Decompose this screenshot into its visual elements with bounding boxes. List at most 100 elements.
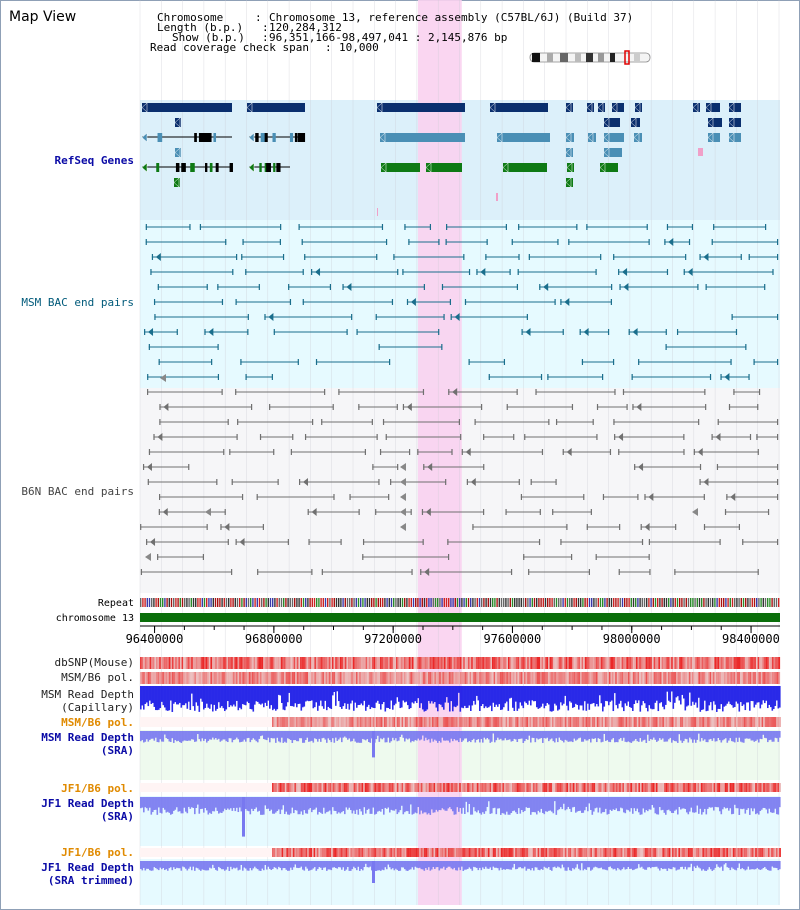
msm-sra-pol-cell	[505, 717, 508, 727]
jf1-sra-depth-bar	[426, 797, 429, 815]
msm-pol-cell	[272, 672, 275, 684]
jf1-sra-depth-bar	[725, 797, 727, 809]
msm-cap-depth-bar	[722, 686, 724, 712]
jf1-trim-depth-bar	[696, 861, 699, 866]
msm-pol-cell	[413, 672, 416, 684]
b6n-bac-pair-end	[411, 569, 413, 575]
b6n-bac-pair-arrow	[618, 433, 624, 441]
jf1-sra-depth-bar	[233, 797, 235, 808]
jf1-pol-cell	[323, 783, 325, 792]
b6n-bac-pair-end	[256, 494, 258, 500]
msm-sra-depth-bar	[519, 731, 522, 739]
msm-sra-pol-cell	[681, 717, 684, 727]
gene-exon	[255, 133, 259, 142]
msm-cap-depth-bar	[398, 686, 400, 702]
msm-sra-depth-bar	[185, 731, 187, 741]
jf1-b6-pol-trimmed-label[interactable]: JF1/B6 pol.	[61, 846, 134, 859]
msm-cap-depth-bar	[464, 686, 466, 706]
refseq-genes-label[interactable]: RefSeq Genes	[54, 154, 134, 167]
jf1-trim-depth-bar	[501, 861, 504, 870]
repeat-element	[720, 598, 723, 607]
jf1-trim-depth-bar	[455, 861, 457, 871]
jf1-trim-depth-bar	[194, 861, 196, 871]
msm-bac-end-pairs-label[interactable]: MSM BAC end pairs	[21, 296, 134, 309]
jf1-trim-depth-bar	[303, 861, 306, 871]
msm-pol-cell	[717, 672, 720, 684]
dbsnp-cell	[498, 657, 501, 669]
jf1-pol-trim-cell	[400, 848, 402, 857]
repeat-element	[586, 598, 588, 607]
repeat-element	[164, 598, 166, 607]
msm-cap-depth-bar	[309, 686, 312, 701]
msm-read-depth-sra-label[interactable]: MSM Read Depth	[41, 731, 134, 744]
b6n-bac-pair-end	[421, 509, 424, 515]
dbsnp-cell	[738, 657, 741, 669]
jf1-pol-cell	[484, 783, 487, 792]
repeat-element	[441, 598, 443, 607]
b6n-bac-pair-end	[259, 434, 262, 440]
msm-pol-cell	[231, 672, 233, 684]
dbsnp-cell	[200, 657, 203, 669]
msm-pol-cell	[194, 672, 197, 684]
jf1-trim-depth-bar	[338, 861, 340, 868]
dbsnp-cell	[252, 657, 254, 669]
jf1-read-depth-trimmed-label[interactable]: JF1 Read Depth	[41, 861, 134, 874]
msm-bac-pair-end	[503, 359, 506, 365]
jf1-pol-cell	[593, 783, 596, 792]
jf1-trim-depth-bar	[383, 861, 385, 871]
jf1-b6-pol-label[interactable]: JF1/B6 pol.	[61, 782, 134, 795]
dbsnp-label[interactable]: dbSNP(Mouse)	[54, 656, 134, 669]
msm-pol-cell	[586, 672, 589, 684]
msm-sra-depth-bar	[690, 731, 693, 740]
bac-arrow	[400, 493, 406, 501]
jf1-pol-cell	[539, 783, 541, 792]
msm-cap-depth-bar	[344, 686, 346, 704]
repeat-element	[525, 598, 527, 607]
dbsnp-cell	[476, 657, 478, 669]
jf1-pol-trim-cell	[441, 848, 444, 857]
msm-sra-depth-bar	[309, 731, 312, 742]
msm-sra-pol-cell	[371, 717, 373, 727]
jf1-sra-depth-bar	[510, 797, 513, 813]
jf1-sra-depth-bar	[324, 797, 327, 814]
jf1-trim-depth-bar-spike	[372, 861, 375, 883]
jf1-pol-cell	[680, 783, 682, 792]
jf1-trim-depth-bar	[462, 861, 465, 871]
msm-b6-pol-label[interactable]: MSM/B6 pol.	[61, 671, 134, 684]
msm-sra-depth-bar	[623, 731, 625, 738]
msm-b6-pol-sra-label[interactable]: MSM/B6 pol.	[61, 716, 134, 729]
dbsnp-cell	[656, 657, 659, 669]
b6n-bac-pair-arrow	[424, 568, 430, 576]
dbsnp-cell	[668, 657, 670, 669]
jf1-pol-trim-cell	[456, 848, 458, 857]
jf1-pol-cell	[321, 783, 324, 792]
jf1-pol-trim-cell	[736, 848, 738, 857]
msm-sra-depth-bar	[713, 731, 715, 739]
msm-cap-depth-bar	[512, 686, 514, 708]
msm-sra-pol-cell	[454, 717, 457, 727]
msm-pol-cell	[421, 672, 424, 684]
dbsnp-cell	[677, 657, 680, 669]
jf1-trim-depth-bar	[180, 861, 183, 871]
msm-cap-depth-bar	[278, 686, 280, 695]
msm-cap-depth-bar	[551, 686, 553, 712]
jf1-read-depth-sra-label[interactable]: JF1 Read Depth	[41, 797, 134, 810]
jf1-sra-depth-bar	[485, 797, 487, 812]
jf1-trim-depth-bar	[210, 861, 213, 869]
msm-read-depth-capillary-label[interactable]: MSM Read Depth	[41, 688, 134, 701]
msm-sra-depth-bar	[545, 731, 547, 739]
msm-cap-depth-bar	[345, 686, 348, 709]
msm-pol-cell	[740, 672, 742, 684]
b6n-bac-end-pairs-label[interactable]: B6N BAC end pairs	[21, 485, 134, 498]
msm-cap-depth-bar	[735, 686, 738, 702]
jf1-sra-depth-bar	[720, 797, 723, 815]
msm-sra-pol-cell	[550, 717, 553, 727]
dbsnp-cell	[722, 657, 725, 669]
msm-sra-pol-cell	[398, 717, 401, 727]
jf1-pol-trim-cell	[681, 848, 684, 857]
msm-pol-cell	[663, 672, 665, 684]
msm-sra-depth-bar	[287, 731, 289, 739]
msm-sra-depth-bar	[206, 731, 208, 743]
msm-sra-depth-bar	[432, 731, 435, 742]
